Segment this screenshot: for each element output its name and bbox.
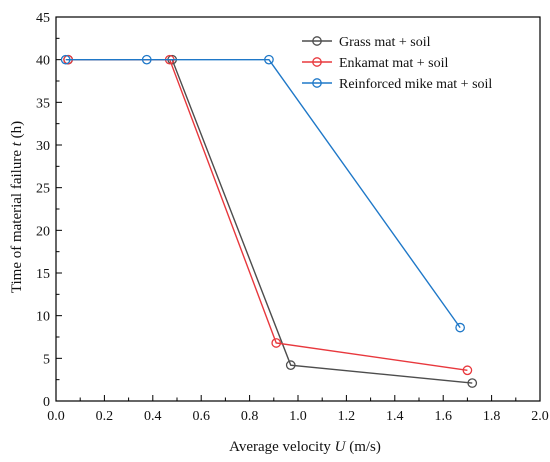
series-line	[65, 58, 461, 329]
x-tick-label: 0.4	[144, 409, 162, 424]
x-tick-label: 0.6	[192, 409, 210, 424]
y-tick-label: 5	[43, 352, 50, 367]
legend-marker	[312, 57, 322, 67]
x-tick-label: 0.8	[241, 409, 259, 424]
data-point	[271, 338, 282, 348]
x-tick-label: 1.4	[386, 409, 404, 424]
legend-label: Enkamat mat + soil	[339, 56, 448, 71]
legend-item: Reinforced mike mat + soil	[302, 77, 492, 92]
y-tick-label: 10	[36, 310, 50, 325]
data-point	[264, 54, 274, 65]
series-line	[68, 58, 468, 371]
data-point	[285, 360, 296, 371]
data-point	[141, 54, 152, 65]
series	[60, 54, 465, 333]
y-tick-label: 35	[36, 96, 50, 111]
legend-item: Grass mat + soil	[302, 35, 431, 50]
y-tick-label: 40	[36, 54, 50, 69]
series-layer	[60, 54, 478, 388]
y-tick-label: 45	[36, 11, 50, 26]
y-tick-label: 0	[43, 395, 50, 410]
data-point	[462, 365, 473, 376]
x-tick-label: 0.2	[96, 409, 114, 424]
y-axis-title: Time of material failure t (h)	[9, 121, 25, 293]
x-axis-title: Average velocity U (m/s)	[229, 439, 381, 455]
y-tick-label: 20	[36, 224, 50, 239]
x-tick-label: 2.0	[531, 409, 549, 424]
legend-label: Reinforced mike mat + soil	[339, 77, 492, 92]
series-line	[68, 58, 473, 384]
x-tick-label: 1.2	[338, 409, 356, 424]
data-point	[467, 378, 478, 388]
data-point	[60, 54, 71, 65]
y-tick-label: 25	[36, 182, 50, 197]
legend-marker	[312, 36, 322, 46]
x-tick-label: 1.8	[483, 409, 501, 424]
legend: Grass mat + soil Enkamat mat + soil Reinfo…	[302, 35, 492, 92]
legend-item: Enkamat mat + soil	[302, 56, 448, 71]
x-tick-label: 0.0	[47, 409, 65, 424]
series	[63, 54, 473, 376]
legend-label: Grass mat + soil	[339, 35, 431, 50]
y-tick-label: 15	[36, 267, 50, 282]
data-point	[455, 322, 465, 333]
y-tick-label: 30	[36, 139, 50, 154]
axes: 0.0 0.2 0.4 0.6 0.8 1.0 1.2 1.4 1.6 1.8 2.0 0 5 10 15 2…	[36, 11, 549, 424]
x-tick-label: 1.0	[289, 409, 307, 424]
series	[63, 54, 478, 388]
legend-marker	[312, 78, 322, 88]
x-tick-label: 1.6	[434, 409, 452, 424]
plot-frame	[55, 16, 541, 402]
